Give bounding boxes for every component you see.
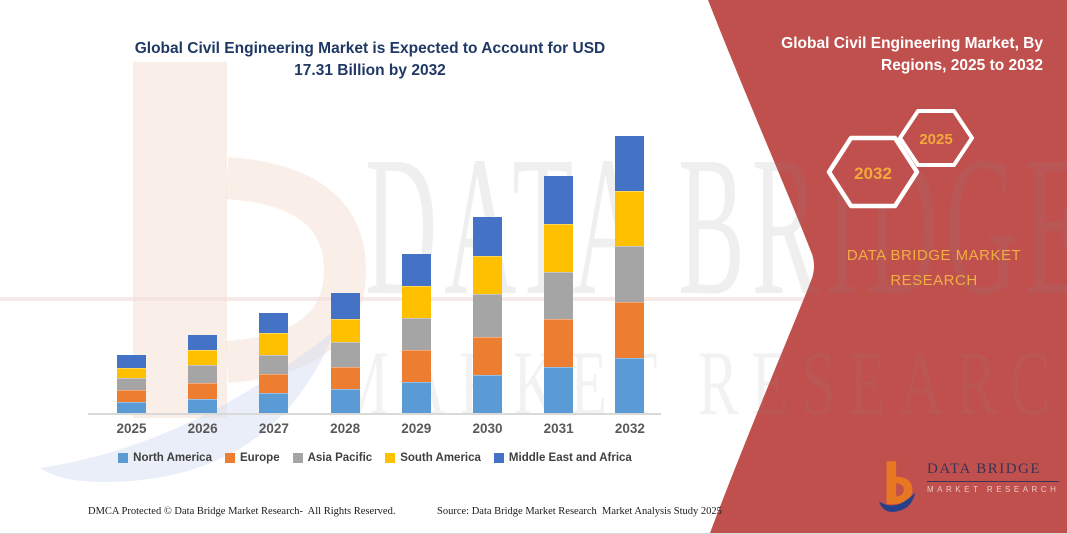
bar-segment-asia-pacific — [544, 272, 574, 319]
bar-segment-south-america — [544, 224, 574, 272]
legend-swatch-icon — [385, 453, 396, 463]
badge-back-year: 2032 — [854, 164, 892, 183]
bar-segment-south-america — [330, 319, 360, 342]
bar-segment-south-america — [473, 256, 502, 294]
bar-segment-europe — [188, 383, 218, 399]
bar-segment-middle-east-and-africa — [188, 335, 218, 350]
x-axis-label-2025: 2025 — [116, 421, 147, 436]
side-panel-title: Global Civil Engineering Market, By Regi… — [735, 33, 1043, 77]
stacked-bar-2032 — [615, 136, 645, 414]
bar-segment-north-america — [401, 382, 431, 414]
bar-segment-north-america — [473, 375, 502, 414]
legend-item-north-america: North America — [118, 452, 212, 464]
bar-segment-europe — [330, 367, 360, 389]
bar-segment-asia-pacific — [259, 355, 289, 374]
stacked-bar-2031 — [544, 176, 574, 414]
bar-segment-north-america — [615, 358, 645, 414]
stacked-bar-2027 — [259, 313, 289, 414]
legend-item-south-america: South America — [385, 452, 481, 464]
logo-name: DATA BRIDGE — [927, 461, 1060, 482]
bar-segment-middle-east-and-africa — [259, 313, 289, 333]
bar-segment-middle-east-and-africa — [330, 293, 360, 319]
bar-segment-south-america — [117, 368, 146, 378]
bar-segment-middle-east-and-africa — [473, 217, 502, 256]
hexagon-2032-icon — [826, 135, 920, 209]
legend-label: Europe — [239, 452, 280, 464]
side-panel-title-line1: Global Civil Engineering Market, By — [781, 35, 1043, 52]
x-axis-label-2026: 2026 — [187, 421, 218, 436]
bar-segment-europe — [259, 374, 289, 393]
bar-segment-north-america — [330, 389, 360, 414]
bar-segment-asia-pacific — [473, 294, 502, 337]
legend-label: Asia Pacific — [307, 452, 373, 464]
legend-swatch-icon — [292, 453, 303, 463]
legend-label: North America — [133, 452, 212, 464]
bar-segment-asia-pacific — [330, 342, 360, 367]
legend-item-asia-pacific: Asia Pacific — [292, 452, 373, 464]
x-axis-line — [88, 413, 661, 415]
bar-segment-middle-east-and-africa — [544, 176, 574, 224]
bar-segment-south-america — [401, 286, 431, 318]
bar-segment-asia-pacific — [117, 378, 146, 390]
bar-segment-north-america — [259, 393, 289, 414]
stacked-bar-2030 — [473, 217, 502, 414]
legend-swatch-icon — [224, 453, 235, 463]
legend-label: South America — [400, 452, 481, 464]
data-bridge-logo-icon — [878, 461, 916, 512]
bar-segment-north-america — [544, 367, 574, 414]
stacked-bar-2028 — [330, 293, 360, 414]
stacked-bar-2025 — [117, 355, 146, 414]
bar-segment-asia-pacific — [188, 365, 218, 383]
x-axis-label-2031: 2031 — [543, 421, 574, 436]
bar-segment-north-america — [117, 402, 146, 414]
bar-segment-asia-pacific — [401, 318, 431, 350]
chart-title-line1: Global Civil Engineering Market is Expec… — [134, 40, 606, 57]
x-axis-label-2029: 2029 — [401, 421, 432, 436]
hexagon-2025-icon — [898, 109, 974, 167]
bar-segment-europe — [401, 350, 431, 382]
bar-segment-south-america — [259, 333, 289, 355]
x-axis-label-2027: 2027 — [258, 421, 289, 436]
bar-segment-asia-pacific — [615, 246, 645, 302]
bar-segment-middle-east-and-africa — [117, 355, 146, 368]
bar-segment-europe — [117, 390, 146, 402]
bar-segment-south-america — [188, 350, 218, 365]
x-axis-label-2032: 2032 — [614, 421, 645, 436]
logo-subtitle: MARKET RESEARCH — [927, 485, 1060, 494]
side-panel-title-line2: Regions, 2025 to 2032 — [881, 57, 1043, 74]
legend-item-middle-east-and-africa: Middle East and Africa — [493, 452, 632, 464]
footer-source-text: Source: Data Bridge Market Research Mark… — [437, 506, 722, 517]
brand-text: DATA BRIDGE MARKET RESEARCH — [846, 247, 1022, 289]
stacked-bar-2029 — [401, 254, 431, 414]
stacked-bar-2026 — [188, 335, 218, 414]
chart-title: Global Civil Engineering Market is Expec… — [90, 38, 650, 82]
legend-label: Middle East and Africa — [508, 452, 632, 464]
badge-front-year: 2025 — [919, 131, 952, 148]
bar-segment-europe — [544, 319, 574, 367]
logo-text: DATA BRIDGE MARKET RESEARCH — [927, 461, 1060, 494]
legend-item-europe: Europe — [224, 452, 280, 464]
bar-segment-europe — [473, 337, 502, 375]
bar-segment-middle-east-and-africa — [401, 254, 431, 286]
bar-segment-middle-east-and-africa — [615, 136, 645, 191]
footer-dmca-text: DMCA Protected © Data Bridge Market Rese… — [88, 506, 396, 517]
bar-segment-south-america — [615, 191, 645, 246]
data-bridge-logo: DATA BRIDGE MARKET RESEARCH — [878, 461, 1060, 513]
chart-legend: North America Europe Asia Pacific South Ame… — [70, 452, 680, 464]
bar-segment-europe — [615, 302, 645, 358]
x-axis-label-2030: 2030 — [472, 421, 503, 436]
chart-title-line2: 17.31 Billion by 2032 — [294, 62, 446, 79]
bar-segment-north-america — [188, 399, 218, 414]
legend-swatch-icon — [118, 453, 129, 463]
legend-swatch-icon — [493, 453, 504, 463]
x-axis-label-2028: 2028 — [330, 421, 361, 436]
